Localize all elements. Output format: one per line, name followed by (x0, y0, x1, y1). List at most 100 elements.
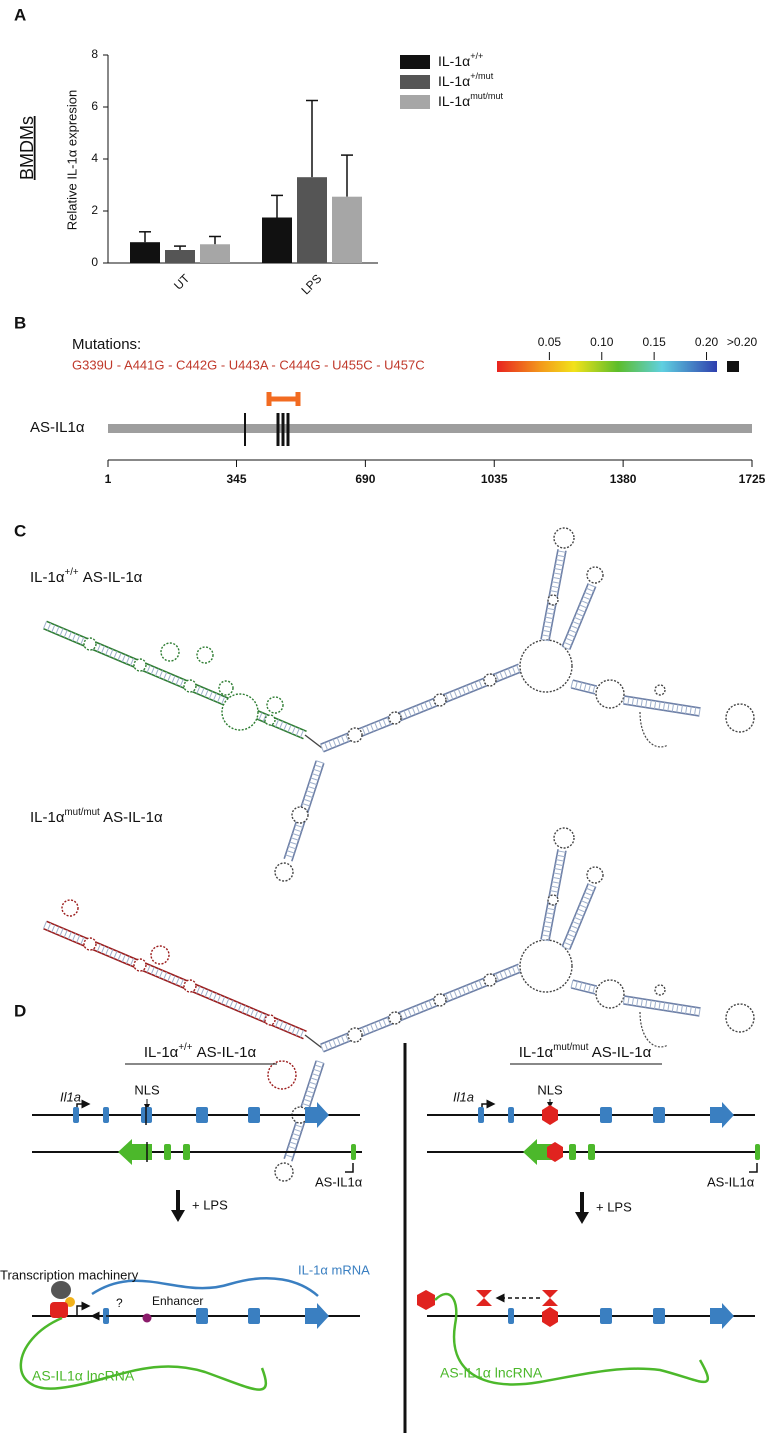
base-pair (289, 1141, 298, 1145)
bar (165, 250, 195, 263)
base-pair (320, 1044, 324, 1052)
panel-c (42, 527, 755, 1182)
base-pair (499, 971, 504, 980)
antisense-label: AS-IL1α (315, 1174, 363, 1189)
position-tick-label: 690 (355, 472, 375, 486)
base-pair (416, 1005, 420, 1014)
base-pair (586, 887, 594, 892)
base-pair (171, 675, 176, 684)
scale-max-label: >0.20 (727, 335, 758, 349)
base-pair (150, 966, 155, 975)
base-pair (382, 1018, 387, 1027)
base-pair (332, 1039, 337, 1047)
loop (264, 1014, 276, 1026)
base-pair (125, 956, 130, 964)
base-pair (324, 1042, 329, 1051)
base-pair (676, 704, 679, 713)
loop (553, 527, 575, 549)
base-pair (453, 690, 458, 698)
y-tick-label: 2 (91, 203, 98, 217)
base-pair (258, 1012, 263, 1021)
base-pair (546, 907, 555, 911)
legend-label: IL-1αmut/mut (438, 91, 504, 108)
base-pair (461, 986, 466, 995)
strand (568, 886, 597, 950)
base-pair (299, 729, 304, 738)
base-pair (403, 1010, 408, 1019)
base-pair (288, 1145, 297, 1150)
panel-label: D (14, 1001, 26, 1020)
position-tick-label: 1 (105, 472, 112, 486)
base-pair (516, 664, 521, 673)
base-pair (287, 724, 292, 733)
base-pair (667, 1002, 670, 1012)
base-pair (291, 726, 296, 735)
base-pair (233, 1001, 238, 1010)
base-pair (545, 612, 555, 615)
base-pair (345, 1033, 349, 1042)
base-pair (51, 924, 56, 933)
base-pair (275, 1019, 280, 1028)
base-pair (285, 1154, 294, 1158)
base-pair (550, 885, 560, 889)
base-pair (121, 954, 126, 963)
base-pair (295, 1124, 304, 1128)
base-pair (592, 685, 596, 694)
base-pair (303, 798, 312, 803)
gene-name: Il1a (60, 1089, 81, 1104)
strand (46, 620, 307, 733)
position-tick-label: 1380 (610, 472, 637, 486)
base-pair (378, 1020, 383, 1029)
loop (388, 711, 402, 725)
base-pair (332, 739, 337, 747)
base-pair (289, 841, 298, 845)
lps-arrowhead (171, 1210, 185, 1222)
base-pair (588, 984, 591, 993)
rna-structure (42, 527, 755, 882)
base-pair (474, 981, 479, 990)
base-pair (42, 621, 48, 629)
base-pair (361, 1027, 366, 1036)
base-pair (293, 828, 302, 833)
base-pair (555, 863, 564, 867)
lncrna-label: AS-IL1α lncRNA (440, 1365, 543, 1381)
base-pair (59, 928, 64, 936)
mutations: G339U - A441G - C442G - U443A - C444G - … (72, 357, 425, 372)
base-pair (320, 744, 324, 752)
base-pair (204, 689, 209, 698)
base-pair (307, 785, 316, 790)
loop (547, 594, 559, 606)
base-pair (553, 572, 562, 575)
lncrna (434, 1292, 710, 1386)
scale-tick-label: 0.05 (538, 335, 562, 349)
loop (347, 727, 363, 743)
strand (623, 703, 700, 717)
loop (725, 703, 755, 733)
strand (561, 583, 590, 647)
base-pair (568, 629, 577, 634)
base-pair (631, 697, 635, 706)
base-pair (550, 585, 560, 589)
strand (43, 927, 304, 1040)
base-pair (671, 1003, 675, 1012)
base-pair (583, 683, 587, 692)
base-pair (570, 925, 579, 930)
base-pair (310, 1077, 319, 1081)
lps-label: + LPS (596, 1199, 632, 1214)
base-pair (545, 616, 554, 620)
base-pair (567, 933, 576, 938)
base-pair (478, 980, 483, 988)
base-pair (577, 908, 586, 913)
legend-swatch (400, 55, 430, 69)
base-pair (196, 985, 201, 994)
base-pair (694, 707, 697, 716)
machinery-label: Transcription machinery (0, 1267, 139, 1282)
enhancer (142, 1313, 152, 1323)
loop (547, 894, 559, 906)
loop (183, 679, 197, 693)
base-pair (516, 964, 521, 973)
panel-label: C (14, 521, 26, 540)
base-pair (286, 850, 295, 854)
base-pair (579, 604, 588, 609)
